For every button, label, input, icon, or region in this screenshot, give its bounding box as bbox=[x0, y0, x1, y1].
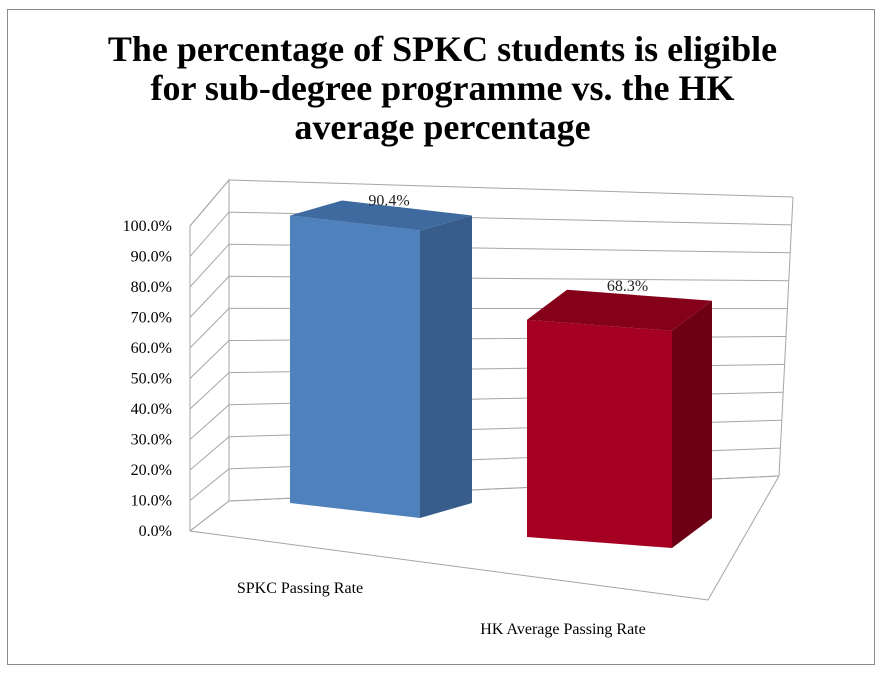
bar-front bbox=[527, 319, 672, 548]
y-tick-label: 20.0% bbox=[131, 462, 172, 479]
category-labels: SPKC Passing Rate HK Average Passing Rate bbox=[237, 580, 646, 638]
y-tick-label: 80.0% bbox=[131, 279, 172, 296]
y-tick-label: 0.0% bbox=[139, 523, 172, 540]
bar-side bbox=[420, 215, 472, 518]
y-tick-label: 40.0% bbox=[131, 401, 172, 418]
y-tick-label: 50.0% bbox=[131, 371, 172, 388]
data-label: 68.3% bbox=[607, 278, 648, 295]
bar bbox=[290, 200, 472, 518]
bar-top bbox=[290, 200, 472, 231]
gridline bbox=[189, 275, 789, 318]
gridline bbox=[189, 243, 791, 288]
y-tick-label: 100.0% bbox=[123, 218, 172, 235]
gridline bbox=[189, 211, 792, 257]
y-tick-label: 90.0% bbox=[131, 249, 172, 266]
chart-title: The percentage of SPKC students is eligi… bbox=[107, 29, 778, 147]
bar bbox=[527, 289, 712, 548]
bar-side bbox=[672, 300, 712, 548]
category-label: HK Average Passing Rate bbox=[480, 621, 645, 638]
bar-top bbox=[527, 289, 712, 331]
category-label: SPKC Passing Rate bbox=[237, 580, 363, 597]
y-axis-ticks: 0.0% 10.0% 20.0% 30.0% 40.0% 50.0% 60.0% 70.0% 8… bbox=[123, 218, 172, 540]
gridline bbox=[189, 179, 794, 227]
bars bbox=[290, 200, 712, 548]
y-tick-label: 10.0% bbox=[131, 493, 172, 510]
y-tick-label: 60.0% bbox=[131, 340, 172, 357]
data-label: 90.4% bbox=[368, 193, 409, 210]
data-labels: 90.4% 68.3% bbox=[368, 193, 648, 295]
y-tick-label: 30.0% bbox=[131, 432, 172, 449]
y-tick-label: 70.0% bbox=[131, 310, 172, 327]
bar-front bbox=[290, 215, 420, 518]
